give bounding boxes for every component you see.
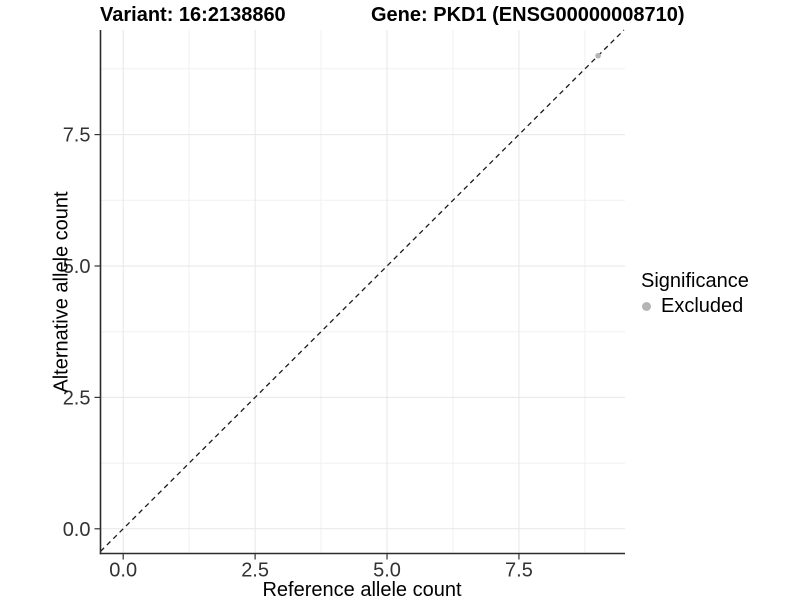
variant-title: Variant: 16:2138860 (100, 4, 286, 26)
legend: Significance Excluded (641, 270, 749, 318)
x-axis-title: Reference allele count (262, 579, 462, 600)
y-tick-label: 7.5 (63, 125, 91, 147)
legend-item-label: Excluded (661, 295, 744, 317)
data-point (595, 52, 601, 59)
legend-item: Excluded (641, 295, 749, 318)
x-tick-label: 2.5 (241, 560, 269, 582)
legend-title: Significance (641, 270, 749, 292)
y-tick-label: 5.0 (63, 256, 91, 278)
gene-title: Gene: PKD1 (ENSG00000008710) (371, 4, 685, 26)
y-axis-title: Alternative allele count (50, 191, 73, 393)
identity-reference-line (100, 29, 625, 552)
y-tick-label: 0.0 (63, 519, 91, 541)
x-tick-label: 0.0 (109, 560, 137, 582)
x-tick-label: 5.0 (373, 560, 401, 582)
legend-items: Excluded (641, 295, 749, 318)
legend-key-dot-icon (642, 302, 651, 311)
y-tick-label: 2.5 (63, 387, 91, 409)
x-tick-label: 7.5 (505, 560, 533, 582)
